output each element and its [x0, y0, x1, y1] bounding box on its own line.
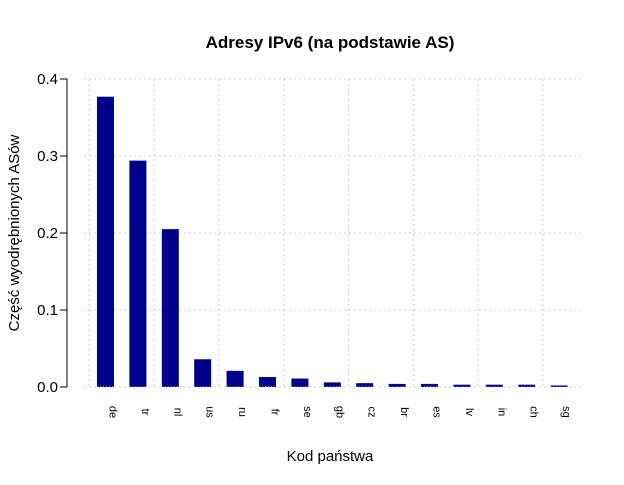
bar-tr: [129, 160, 147, 387]
bar-gb: [323, 382, 341, 387]
y-tick-label-0: 0.0: [37, 379, 58, 396]
x-tick-label-nl: nl: [171, 408, 183, 417]
bar-es: [421, 383, 438, 387]
x-tick-label-br: br: [398, 407, 410, 417]
bar-fr: [259, 376, 276, 387]
x-tick-label-gb: gb: [333, 406, 345, 418]
x-axis-ticks: de tr nl us ru fr se gb cz br es lv in ch sg: [107, 406, 573, 418]
x-tick-label-tr: tr: [139, 409, 151, 416]
x-tick-label-cz: cz: [366, 407, 378, 418]
bar-se: [291, 378, 309, 387]
bar-in: [485, 384, 503, 387]
chart-title: Adresy IPv6 (na podstawie AS): [206, 33, 455, 52]
bar-de: [97, 96, 114, 388]
x-tick-label-fr: fr: [269, 409, 281, 416]
bars: [97, 96, 568, 388]
x-tick-label-de: de: [107, 406, 119, 418]
bar-nl: [161, 229, 179, 387]
y-tick-label-1: 0.1: [37, 302, 58, 319]
bar-ch: [518, 384, 536, 387]
bar-cz: [356, 383, 374, 387]
bar-br: [388, 383, 406, 387]
x-tick-label-es: es: [431, 406, 443, 418]
bar-lv: [453, 384, 471, 387]
bar-us: [194, 359, 212, 387]
grid-lines: [84, 78, 584, 388]
y-tick-label-3: 0.3: [37, 148, 58, 165]
x-tick-label-ch: ch: [528, 406, 540, 418]
bar-sg: [550, 385, 568, 387]
y-axis-ticks: 0.0 0.1 0.2 0.3 0.4: [37, 71, 67, 396]
x-tick-label-us: us: [204, 406, 216, 418]
x-axis-label: Kod państwa: [287, 448, 374, 465]
x-tick-label-ru: ru: [236, 407, 248, 417]
y-tick-label-2: 0.2: [37, 225, 58, 242]
bar-ru: [226, 370, 244, 387]
y-axis-label: Część wyodrębnionych ASów: [6, 134, 23, 331]
y-tick-label-4: 0.4: [37, 71, 58, 88]
x-tick-label-se: se: [301, 406, 313, 418]
x-tick-label-lv: lv: [463, 408, 475, 416]
x-tick-label-sg: sg: [560, 406, 572, 418]
x-tick-label-in: in: [495, 408, 507, 417]
